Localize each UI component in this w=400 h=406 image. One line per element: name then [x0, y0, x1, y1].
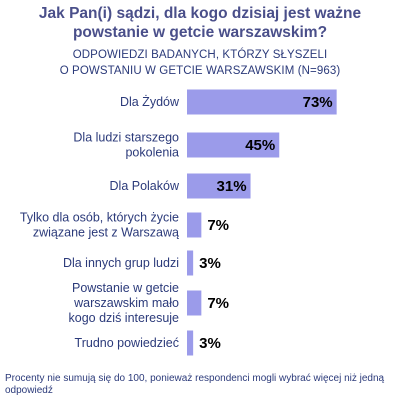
category-label-3: Dla Polaków: [110, 179, 180, 193]
value-label-2: 45%: [245, 137, 275, 154]
value-label-3: 31%: [217, 178, 247, 195]
bar-3: [187, 173, 251, 199]
chart-subtitle: ODPOWIEDZI BADANYCH, KTÓRZY SŁYSZELI O P…: [0, 47, 400, 79]
bar-5: [187, 250, 194, 276]
category-label-1: Dla Żydów: [120, 95, 180, 109]
value-label-5: 3%: [199, 255, 221, 272]
category-label-7: Trudno powiedzieć: [75, 336, 179, 350]
value-label-1: 73%: [303, 94, 333, 111]
category-label-5: Dla innych grup ludzi: [63, 256, 179, 270]
category-label-6: Powstanie w getcie warszawskim mało kogo d…: [69, 281, 180, 325]
value-label-6: 7%: [207, 295, 229, 312]
chart-title: Jak Pan(i) sądzi, dla kogo dzisiaj jest …: [38, 5, 362, 41]
bar-6: [187, 290, 202, 316]
subtitle-line-2: O POWSTANIU W GETCIE WARSZAWSKIM (N=963): [59, 65, 341, 77]
subtitle-line-1: ODPOWIEDZI BADANYCH, KTÓRZY SŁYSZELI: [72, 49, 328, 61]
bar-4: [187, 212, 202, 238]
bar-1: [187, 89, 337, 115]
value-label-7: 3%: [199, 335, 221, 352]
category-label-2: Dla ludzi starszego pokolenia: [73, 131, 179, 160]
value-label-4: 7%: [207, 217, 229, 234]
category-label-4: Tylko dla osób, których życie związane je…: [20, 211, 179, 240]
bar-2: [187, 132, 280, 158]
footnote: Procenty nie sumują się do 100, ponieważ…: [5, 373, 385, 396]
bar-chart: Dla Żydów 73% Dla ludzi starszego pokolenia…: [20, 89, 337, 356]
bar-7: [187, 330, 194, 356]
